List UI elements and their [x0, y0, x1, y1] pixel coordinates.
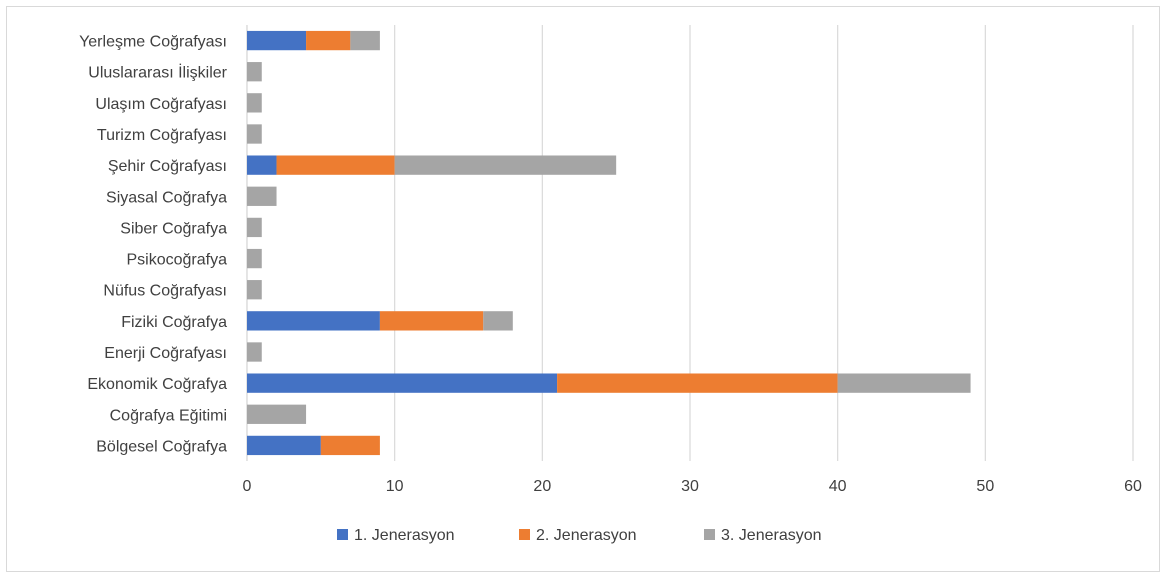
x-tick-label-50: 50	[976, 478, 994, 495]
category-label-uluslararasi-iliskiler: Uluslararası İlişkiler	[88, 63, 227, 82]
bar-ekonomik-cografya-series-1	[247, 373, 558, 393]
gridlines	[246, 25, 1134, 461]
bar-yerlesme-cografyasi-series-3	[350, 30, 380, 51]
category-label-ekonomik-cografya: Ekonomik Coğrafya	[87, 376, 227, 393]
category-label-bolgesel-cografya: Bölgesel Coğrafya	[96, 438, 227, 455]
category-label-siber-cografya: Siber Coğrafya	[120, 220, 227, 237]
legend-swatch-series-3	[704, 529, 715, 540]
legend-swatch-series-1	[337, 529, 348, 540]
category-label-yerlesme-cografyasi: Yerleşme Coğrafyası	[79, 34, 227, 51]
chart-frame: 0 10 20 30 40 50 60 Bölgesel Coğrafya Coğrafya …	[6, 6, 1160, 572]
bar-ekonomik-cografya-series-3	[837, 373, 971, 393]
bar-ekonomik-cografya-series-2	[557, 373, 838, 393]
category-label-ulasim-cografyasi: Ulaşım Coğrafyası	[95, 96, 227, 113]
category-label-turizm-cografyasi: Turizm Coğrafyası	[97, 127, 227, 144]
category-label-cografya-egitimi: Coğrafya Eğitimi	[110, 407, 227, 424]
bars	[247, 30, 971, 456]
bar-cografya-egitimi-series-3	[247, 404, 307, 424]
bar-bolgesel-cografya-series-2	[320, 435, 380, 456]
x-tick-label-10: 10	[386, 478, 404, 495]
bar-nufus-cografyasi-series-3	[247, 280, 262, 300]
legend-swatch-series-2	[519, 529, 530, 540]
x-tick-label-60: 60	[1124, 478, 1142, 495]
bar-turizm-cografyasi-series-3	[247, 124, 262, 144]
bar-psikocografya-series-3	[247, 248, 262, 269]
bar-bolgesel-cografya-series-1	[247, 435, 321, 456]
bar-siyasal-cografya-series-3	[247, 186, 277, 206]
stacked-bar-chart: 0 10 20 30 40 50 60 Bölgesel Coğrafya Coğrafya …	[79, 25, 1142, 544]
bar-ulasim-cografyasi-series-3	[247, 93, 262, 113]
legend-label-series-1: 1. Jenerasyon	[354, 527, 455, 544]
bar-fiziki-cografya-series-3	[483, 311, 513, 331]
category-label-siyasal-cografya: Siyasal Coğrafya	[106, 189, 227, 206]
bar-fiziki-cografya-series-2	[379, 311, 484, 331]
bar-yerlesme-cografyasi-series-1	[247, 30, 307, 51]
bar-sehir-cografyasi-series-2	[276, 155, 395, 175]
category-label-psikocografya: Psikocoğrafya	[127, 252, 228, 269]
x-tick-label-0: 0	[243, 478, 252, 495]
bar-sehir-cografyasi-series-1	[247, 155, 277, 175]
y-axis-category-labels: Bölgesel Coğrafya Coğrafya Eğitimi Ekonomi…	[79, 34, 228, 456]
legend-label-series-3: 3. Jenerasyon	[721, 527, 822, 544]
legend-label-series-2: 2. Jenerasyon	[536, 527, 637, 544]
category-label-sehir-cografyasi: Şehir Coğrafyası	[108, 158, 227, 175]
category-label-fiziki-cografya: Fiziki Coğrafya	[121, 314, 227, 331]
x-tick-label-20: 20	[533, 478, 551, 495]
category-label-enerji-cografyasi: Enerji Coğrafyası	[104, 345, 227, 362]
bar-yerlesme-cografyasi-series-2	[306, 30, 351, 51]
x-tick-label-40: 40	[829, 478, 847, 495]
category-label-nufus-cografyasi: Nüfus Coğrafyası	[103, 283, 227, 300]
bar-siber-cografya-series-3	[247, 217, 262, 238]
bar-fiziki-cografya-series-1	[247, 311, 380, 331]
x-tick-label-30: 30	[681, 478, 699, 495]
bar-sehir-cografyasi-series-3	[394, 155, 617, 175]
x-axis-tick-labels: 0 10 20 30 40 50 60	[243, 478, 1142, 495]
legend: 1. Jenerasyon 2. Jenerasyon 3. Jenerasyon	[337, 527, 822, 544]
bar-uluslararasi-iliskiler-series-3	[247, 62, 262, 82]
bar-enerji-cografyasi-series-3	[247, 342, 262, 362]
